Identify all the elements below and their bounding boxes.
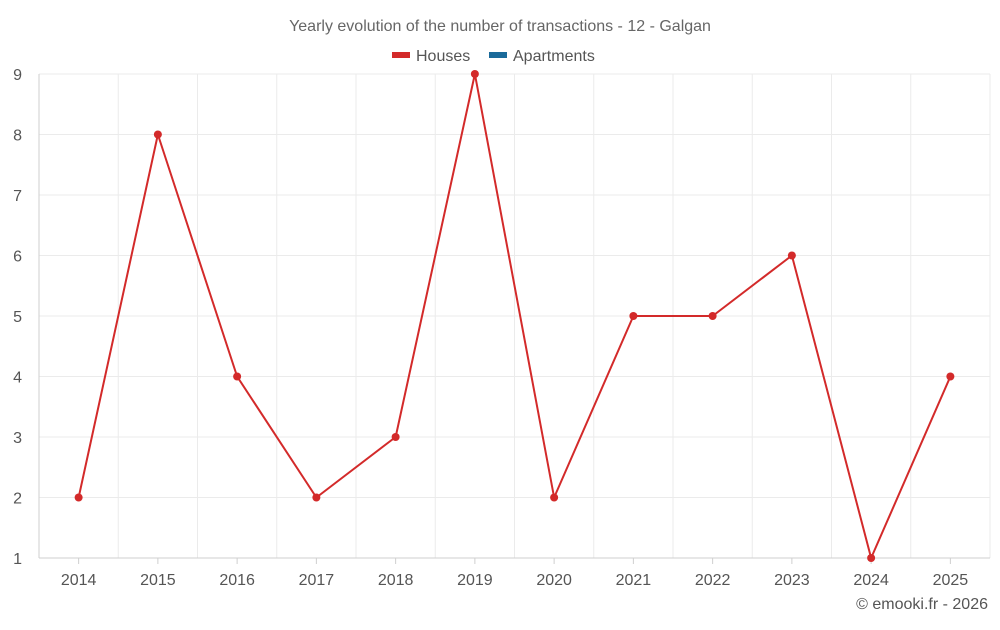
legend-label: Houses <box>416 48 470 65</box>
legend-swatch <box>392 52 410 58</box>
y-tick-label: 9 <box>13 67 22 84</box>
grid <box>39 73 991 558</box>
axes: 1 2 3 4 5 6 7 8 9 2014 2015 2016 2017 2018 2019 2020 202… <box>13 67 990 589</box>
data-point <box>708 312 717 320</box>
data-point <box>946 372 955 381</box>
y-tick-label: 6 <box>13 249 22 266</box>
x-tick-label: 2022 <box>695 572 731 589</box>
x-tick-label: 2019 <box>457 572 493 589</box>
x-tick-label: 2017 <box>299 572 335 589</box>
credit-text: © emooki.fr - 2026 <box>856 596 988 613</box>
legend-swatch <box>489 52 507 58</box>
x-tick-label: 2014 <box>61 572 97 589</box>
legend-label: Apartments <box>513 48 595 65</box>
x-tick-label: 2025 <box>933 572 969 589</box>
chart-legend: Houses Apartments <box>392 48 595 65</box>
y-tick-label: 4 <box>13 370 22 387</box>
data-point <box>312 493 321 502</box>
data-point <box>787 251 796 260</box>
series-line-houses <box>77 73 952 559</box>
x-tick-label: 2020 <box>536 572 572 589</box>
y-tick-label: 2 <box>13 491 22 508</box>
x-tick-label: 2021 <box>616 572 652 589</box>
data-point <box>867 554 876 562</box>
y-tick-label: 3 <box>13 430 22 447</box>
x-tick-label: 2015 <box>140 572 176 589</box>
x-tick-label: 2024 <box>853 572 889 589</box>
y-tick-label: 8 <box>13 128 22 145</box>
legend-item-houses: Houses <box>392 48 470 65</box>
y-tick-label: 7 <box>13 188 22 205</box>
data-point <box>470 70 479 78</box>
chart-title: Yearly evolution of the number of transa… <box>289 18 711 35</box>
series-layer <box>74 70 955 562</box>
data-point <box>391 433 400 441</box>
y-tick-label: 1 <box>13 551 22 568</box>
data-point <box>233 372 242 381</box>
data-point <box>629 312 638 320</box>
data-point <box>153 130 162 139</box>
x-tick-label: 2023 <box>774 572 810 589</box>
data-point <box>74 493 83 502</box>
data-point <box>550 493 559 502</box>
x-tick-label: 2016 <box>219 572 255 589</box>
x-tick-label: 2018 <box>378 572 414 589</box>
y-tick-label: 5 <box>13 309 22 326</box>
legend-item-apartments: Apartments <box>489 48 595 65</box>
